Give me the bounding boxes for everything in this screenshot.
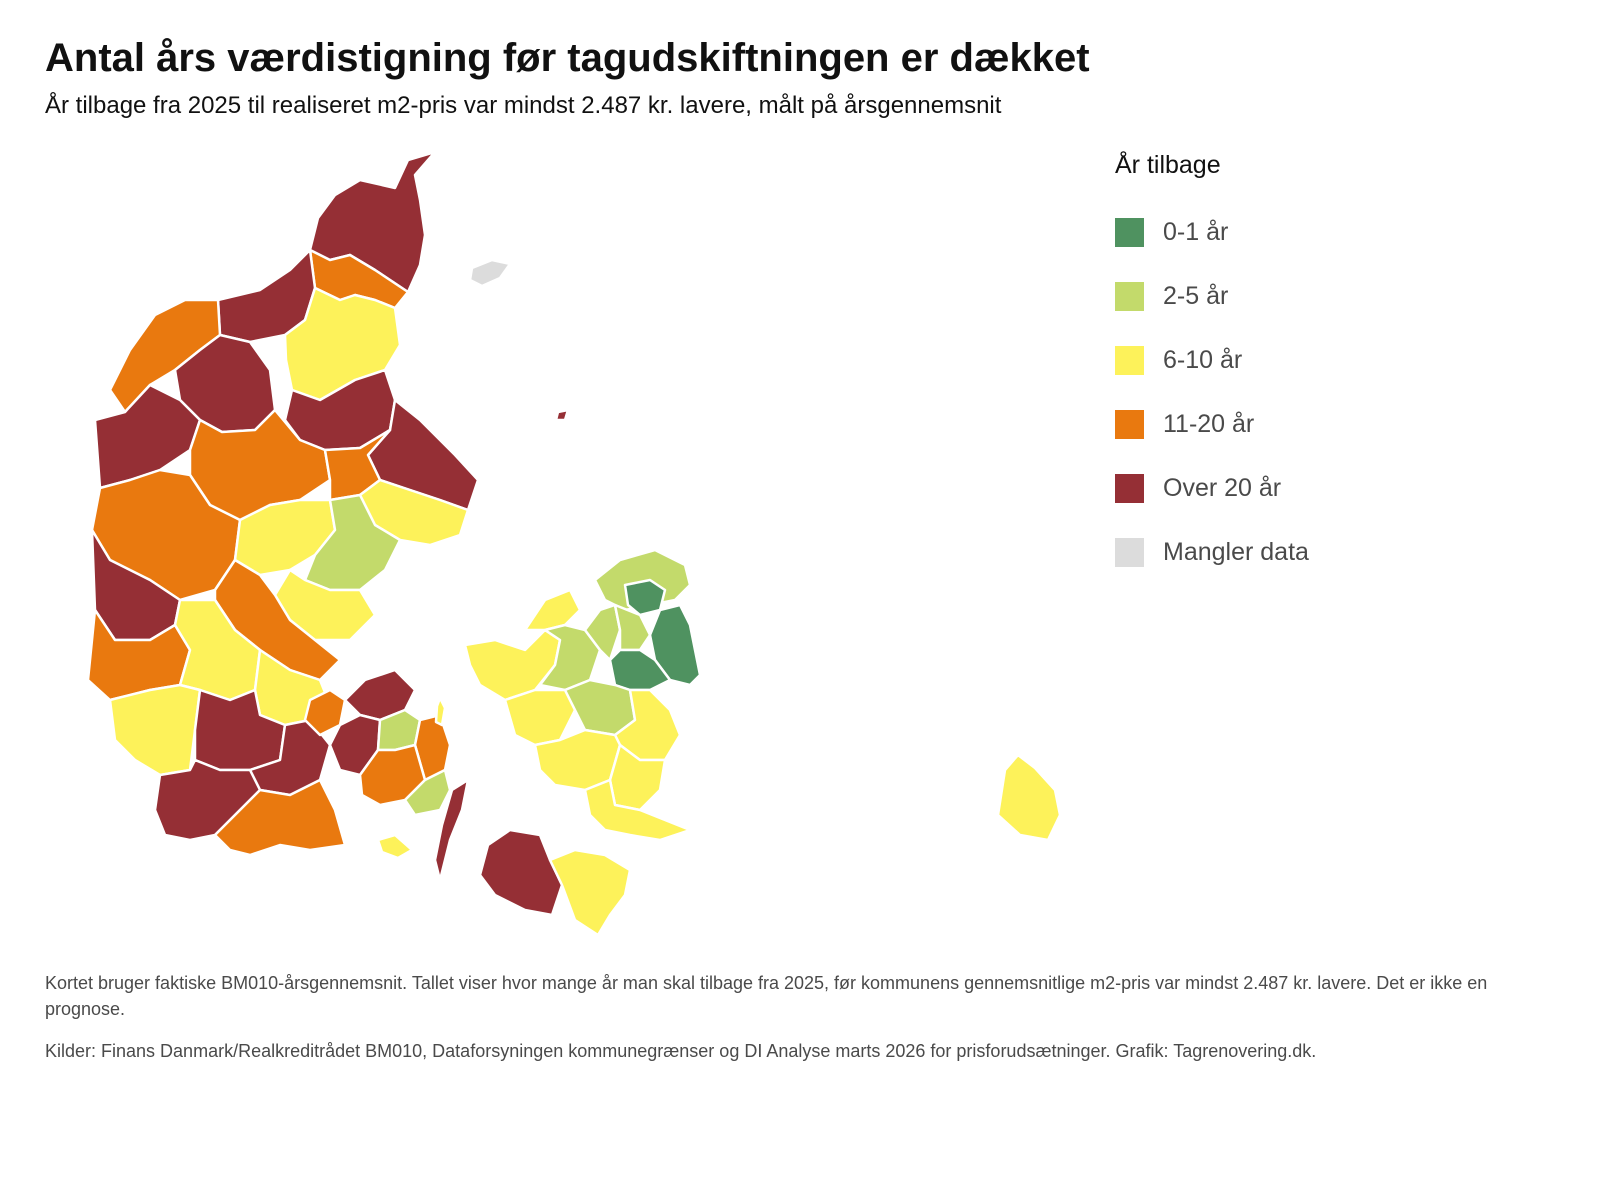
region-lolland-red <box>478 828 564 917</box>
legend-label: Mangler data <box>1163 537 1309 566</box>
legend-swatch <box>1115 409 1144 439</box>
legend-item: 0-1 år <box>1115 200 1555 264</box>
region-vordingborg-yellow <box>583 778 692 842</box>
region-langeland-red <box>433 778 470 882</box>
region-samsoe-yellow <box>434 696 447 727</box>
legend-item: Over 20 år <box>1115 456 1555 520</box>
legend-title: År tilbage <box>1115 151 1221 179</box>
region-laesoe-missing <box>468 258 512 288</box>
legend-label: 11-20 år <box>1163 409 1255 438</box>
legend-item: 11-20 år <box>1115 392 1555 456</box>
legend-swatch <box>1115 473 1144 503</box>
map-title: Antal års værdistigning før tagudskiftni… <box>45 36 1090 80</box>
legend-item: 2-5 år <box>1115 264 1555 328</box>
legend-label: 0-1 år <box>1163 217 1229 246</box>
region-guldborgsund-yellow <box>548 848 632 937</box>
region-copenhagen-darkgreen <box>648 603 702 687</box>
legend-item: 6-10 år <box>1115 328 1555 392</box>
legend-swatch <box>1115 281 1144 311</box>
legend-label: Over 20 år <box>1163 473 1282 502</box>
region-anholt-red <box>554 408 570 422</box>
legend-label: 2-5 år <box>1163 281 1229 310</box>
footnote: Kortet bruger faktiske BM010-årsgennemsn… <box>45 973 1488 1019</box>
region-bornholm-yellow <box>996 753 1062 842</box>
region-varde-yellow <box>108 683 202 777</box>
map-legend: År tilbage 0-1 år 2-5 år 6-10 år 11-20 å… <box>1115 150 1555 584</box>
region-svendborg-green <box>403 768 452 817</box>
legend-swatch <box>1115 345 1144 375</box>
region-aabenraa-orange <box>213 778 347 857</box>
legend-label: 6-10 år <box>1163 345 1243 374</box>
region-aero-yellow <box>376 833 414 860</box>
legend-item: Mangler data <box>1115 520 1555 584</box>
legend-swatch <box>1115 217 1144 247</box>
map-subtitle: År tilbage fra 2025 til realiseret m2-pr… <box>45 92 1002 119</box>
region-odsherred-yellow <box>523 588 582 632</box>
legend-swatch <box>1115 537 1144 567</box>
region-ringsted-yellow <box>503 688 577 747</box>
sources-note: Kilder: Finans Danmark/Realkreditrådet B… <box>45 1041 1317 1061</box>
